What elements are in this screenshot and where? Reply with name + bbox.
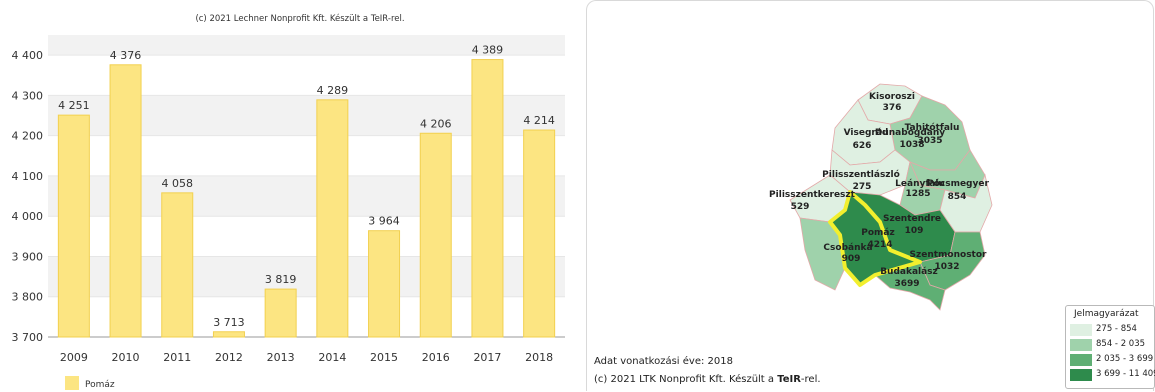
legend-row: 2 035 - 3 699 xyxy=(1070,353,1154,367)
legend-label: 275 - 854 xyxy=(1096,324,1137,334)
legend-swatch xyxy=(1070,339,1092,351)
data-label: 4 376 xyxy=(110,49,142,62)
legend-swatch-pomaz xyxy=(65,376,79,390)
map-credit-prefix: (c) 2021 LTK Nonprofit Kft. Készült a xyxy=(594,374,778,385)
bar-chart: (c) 2021 Lechner Nonprofit Kft. Készült … xyxy=(12,13,565,390)
x-tick-label: 2009 xyxy=(60,351,88,364)
legend-row: 3 699 - 11 409 xyxy=(1070,368,1155,382)
x-tick-label: 2011 xyxy=(163,351,191,364)
bar-2014[interactable] xyxy=(316,99,349,338)
bar-2015[interactable] xyxy=(368,230,401,338)
map-credit-suffix: -rel. xyxy=(800,374,821,385)
x-tick-label: 2015 xyxy=(370,351,398,364)
legend-label-pomaz[interactable]: Pomáz xyxy=(85,380,115,390)
bar-2011[interactable] xyxy=(161,192,194,338)
legend-swatch xyxy=(1070,354,1092,366)
map-year-note: Adat vonatkozási éve: 2018 xyxy=(594,356,733,367)
x-tick-label: 2017 xyxy=(473,351,501,364)
map-legend-title: Jelmagyarázat xyxy=(1074,309,1139,319)
legend-label: 854 - 2 035 xyxy=(1096,339,1146,349)
y-tick-label: 3 700 xyxy=(12,331,44,344)
map-panel xyxy=(586,0,1154,391)
data-label: 4 214 xyxy=(523,114,555,127)
y-tick-label: 3 800 xyxy=(12,291,44,304)
x-tick-label: 2013 xyxy=(267,351,295,364)
data-label: 4 289 xyxy=(317,84,349,97)
bar-2010[interactable] xyxy=(109,64,142,338)
grid-band xyxy=(48,35,565,56)
y-tick-label: 4 400 xyxy=(12,49,44,62)
legend-row: 854 - 2 035 xyxy=(1070,338,1152,352)
y-tick-label: 4 300 xyxy=(12,89,44,102)
data-label: 4 251 xyxy=(58,99,90,112)
map-legend: Jelmagyarázat 275 - 854 854 - 2 035 2 03… xyxy=(1065,305,1155,389)
data-label: 4 058 xyxy=(162,177,194,190)
bar-2018[interactable] xyxy=(523,129,556,338)
data-label: 3 713 xyxy=(213,316,245,329)
x-tick-label: 2018 xyxy=(525,351,553,364)
data-label: 4 206 xyxy=(420,117,452,130)
legend-label: 3 699 - 11 409 xyxy=(1096,369,1155,379)
legend-label: 2 035 - 3 699 xyxy=(1096,354,1154,364)
bar-2017[interactable] xyxy=(471,59,504,338)
map-credit: (c) 2021 LTK Nonprofit Kft. Készült a Te… xyxy=(594,374,821,385)
bar-2009[interactable] xyxy=(57,114,90,338)
chart-credit: (c) 2021 Lechner Nonprofit Kft. Készült … xyxy=(195,13,404,24)
x-tick-label: 2014 xyxy=(318,351,346,364)
bar-2012[interactable] xyxy=(212,331,245,338)
legend-swatch xyxy=(1070,369,1092,381)
x-tick-label: 2012 xyxy=(215,351,243,364)
x-tick-label: 2016 xyxy=(422,351,450,364)
data-label: 3 964 xyxy=(368,215,400,228)
y-tick-label: 4 200 xyxy=(12,130,44,143)
data-label: 4 389 xyxy=(472,44,504,57)
legend-row: 275 - 854 xyxy=(1070,323,1152,337)
legend-swatch xyxy=(1070,324,1092,336)
y-tick-label: 4 100 xyxy=(12,170,44,183)
x-tick-label: 2010 xyxy=(112,351,140,364)
data-label: 3 819 xyxy=(265,273,297,286)
bar-2016[interactable] xyxy=(419,132,452,338)
y-tick-label: 4 000 xyxy=(12,210,44,223)
bar-2013[interactable] xyxy=(264,288,297,338)
bar-chart-panel: (c) 2021 Lechner Nonprofit Kft. Készült … xyxy=(0,0,575,392)
map-credit-bold: TeIR xyxy=(777,374,801,385)
y-tick-label: 3 900 xyxy=(12,250,44,263)
